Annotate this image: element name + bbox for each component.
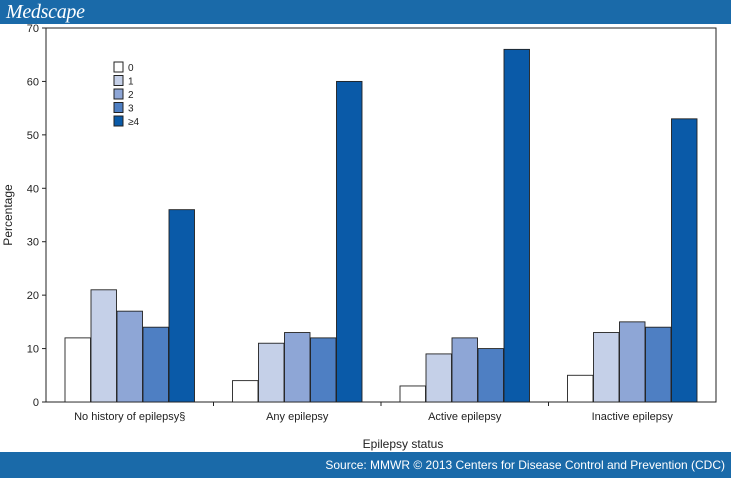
legend-label-2: 2 bbox=[128, 90, 134, 101]
y-tick-label: 40 bbox=[27, 183, 39, 195]
y-tick-label: 50 bbox=[27, 130, 39, 142]
bar-2-1 bbox=[425, 353, 452, 403]
legend-label-3: 3 bbox=[128, 104, 134, 115]
bar-3-2 bbox=[619, 321, 646, 403]
y-tick-label: 20 bbox=[27, 290, 39, 302]
bar-0-4 bbox=[168, 209, 195, 403]
bar-1-3 bbox=[310, 337, 337, 403]
x-category-label: Active epilepsy bbox=[428, 411, 502, 423]
medscape-logo: Medscape bbox=[6, 1, 85, 23]
legend-swatch-1 bbox=[113, 75, 124, 86]
bar-3-1 bbox=[593, 332, 620, 403]
source-credit: Source: MMWR © 2013 Centers for Disease … bbox=[325, 458, 725, 472]
y-tick-label: 0 bbox=[33, 397, 39, 409]
x-category-label: Any epilepsy bbox=[266, 411, 329, 423]
x-axis-label: Epilepsy status bbox=[363, 437, 444, 451]
bar-3-0 bbox=[567, 374, 594, 403]
legend-swatch-0 bbox=[113, 61, 124, 73]
bar-0-2 bbox=[116, 310, 143, 403]
bar-1-4 bbox=[336, 80, 363, 403]
y-tick-label: 60 bbox=[27, 76, 39, 88]
y-tick-label: 10 bbox=[27, 344, 39, 356]
bar-0-0 bbox=[64, 337, 91, 403]
bar-3-4 bbox=[671, 118, 698, 403]
bar-2-4 bbox=[503, 48, 530, 403]
bar-3-3 bbox=[645, 326, 672, 403]
bar-1-1 bbox=[258, 342, 285, 403]
legend-label-4: ≥4 bbox=[128, 117, 139, 128]
legend-swatch-3 bbox=[113, 102, 124, 113]
bar-1-2 bbox=[284, 332, 311, 403]
legend-swatch-4 bbox=[113, 115, 124, 127]
legend-label-1: 1 bbox=[128, 77, 134, 88]
bar-2-2 bbox=[451, 337, 478, 403]
x-category-label: Inactive epilepsy bbox=[592, 411, 674, 423]
bar-0-3 bbox=[142, 326, 169, 403]
legend-label-0: 0 bbox=[128, 63, 134, 74]
bar-2-3 bbox=[477, 348, 504, 403]
bar-0-1 bbox=[90, 289, 117, 403]
y-tick-label: 70 bbox=[27, 24, 39, 35]
top-banner: Medscape bbox=[0, 0, 731, 24]
bar-1-0 bbox=[232, 380, 259, 403]
legend-swatch-2 bbox=[113, 88, 124, 100]
bottom-banner: Source: MMWR © 2013 Centers for Disease … bbox=[0, 452, 731, 478]
bar-2-0 bbox=[399, 385, 426, 403]
x-category-label: No history of epilepsy§ bbox=[74, 411, 185, 423]
y-axis-label: Percentage bbox=[1, 184, 15, 246]
chart: 0 10 20 30 40 50 60 70 Percentage No history of e… bbox=[0, 23, 731, 452]
y-tick-label: 30 bbox=[27, 237, 39, 249]
